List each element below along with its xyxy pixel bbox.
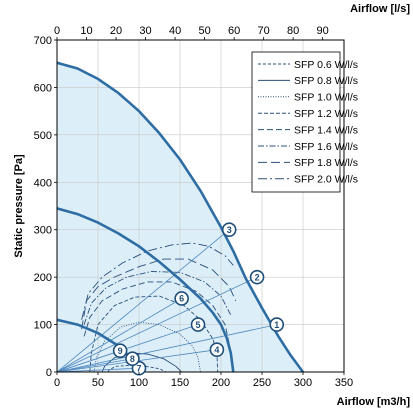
legend-item: SFP 1.0 W/l/s	[258, 92, 358, 104]
x-top-tick-label: 10	[80, 25, 92, 37]
operating-point-marker	[190, 317, 206, 332]
x-top-ticks: 0 10 20 30 40 50 60 70 80 90	[54, 25, 329, 40]
x-bottom-tick-label: 250	[253, 377, 271, 389]
x-top-tick-label: 80	[287, 25, 299, 37]
legend-label: SFP 2.0 W/l/s	[294, 174, 358, 186]
legend-box	[251, 51, 341, 193]
y-tick-label: 300	[34, 225, 52, 237]
legend-label: SFP 0.6 W/l/s	[294, 59, 358, 71]
x-top-tick-label: 70	[258, 25, 270, 37]
operating-line	[57, 358, 133, 372]
operating-point-marker	[249, 269, 265, 285]
y-tick-label: 200	[34, 272, 52, 284]
operating-line	[57, 229, 230, 372]
operating-point-label: 1	[274, 320, 279, 330]
legend-item: SFP 1.8 W/l/s	[258, 157, 358, 169]
x-top-tick-label: 20	[110, 25, 122, 37]
operating-point-marker	[112, 343, 128, 358]
operating-point-2: 2	[249, 269, 265, 285]
x-top-tick-label: 0	[54, 25, 60, 37]
x-top-tick-label: 60	[228, 25, 240, 37]
legend-label: SFP 1.2 W/l/s	[294, 108, 358, 120]
plot-frame	[56, 39, 345, 373]
sfp-curve	[83, 281, 230, 344]
operating-point-marker	[125, 351, 140, 367]
legend-label: SFP 1.6 W/l/s	[294, 141, 358, 153]
operating-point-marker	[174, 291, 189, 306]
x-top-axis-title: Airflow [l/s]	[350, 3, 410, 15]
legend-item: SFP 0.6 W/l/s	[258, 59, 358, 71]
x-bottom-tick-label: 350	[335, 377, 353, 389]
operating-line	[57, 350, 121, 372]
legend-item: SFP 0.8 W/l/s	[258, 75, 358, 87]
legend-item: SFP 1.6 W/l/s	[258, 141, 358, 153]
legend-label: SFP 1.4 W/l/s	[294, 124, 358, 136]
operating-point-label: 9	[118, 346, 123, 356]
operating-point-1: 1	[269, 317, 285, 332]
operating-point-label: 3	[227, 225, 232, 235]
sfp-curve	[93, 321, 201, 372]
operating-point-label: 8	[130, 354, 135, 364]
y-tick-label: 100	[34, 320, 52, 332]
x-bottom-tick-label: 0	[54, 377, 60, 389]
legend-label: SFP 1.0 W/l/s	[294, 92, 358, 104]
legend-item: SFP 1.4 W/l/s	[258, 124, 358, 136]
operating-point-label: 4	[214, 345, 219, 355]
operating-line	[57, 298, 182, 372]
operating-lines	[57, 229, 277, 372]
sfp-curve	[81, 258, 237, 330]
operating-point-8: 8	[125, 351, 140, 367]
legend-label: SFP 0.8 W/l/s	[294, 75, 358, 87]
y-tick-label: 700	[34, 35, 52, 47]
x-bottom-ticks: 0 50 100 150 200 250 300 350	[54, 372, 353, 389]
legend-label: SFP 1.8 W/l/s	[294, 157, 358, 169]
legend-item: SFP 2.0 W/l/s	[258, 174, 358, 186]
operating-point-label: 6	[179, 294, 184, 304]
x-top-tick-label: 40	[169, 25, 181, 37]
y-axis-title: Static pressure [Pa]	[13, 154, 25, 258]
y-tick-label: 600	[34, 82, 52, 94]
operating-point-5: 5	[190, 317, 206, 332]
legend-item: SFP 1.2 W/l/s	[258, 108, 358, 120]
y-tick-label: 500	[34, 130, 52, 142]
operating-line	[57, 276, 258, 372]
operating-point-4: 4	[209, 342, 225, 358]
operating-points: 1 2 3 4 5 6 789	[112, 222, 285, 376]
sfp-curve	[81, 242, 234, 320]
x-bottom-axis-title: Airflow [m3/h]	[337, 396, 411, 408]
x-bottom-tick-label: 50	[92, 377, 104, 389]
operating-point-3: 3	[221, 222, 237, 238]
operating-point-label: 7	[136, 363, 141, 373]
operating-point-label: 5	[196, 320, 201, 330]
x-top-tick-label: 30	[139, 25, 151, 37]
operating-point-marker	[209, 342, 225, 358]
sfp-curve	[83, 271, 232, 325]
y-tick-label: 400	[34, 177, 52, 189]
x-bottom-tick-label: 100	[130, 377, 148, 389]
x-bottom-tick-label: 150	[171, 377, 189, 389]
operating-point-marker	[269, 317, 285, 332]
y-ticks: 0 100 200 300 400 500 600 700	[34, 35, 57, 379]
x-bottom-tick-label: 200	[212, 377, 230, 389]
operating-point-label: 2	[255, 272, 260, 282]
operating-line	[57, 367, 140, 372]
y-tick-label: 0	[46, 367, 52, 379]
x-top-tick-label: 50	[198, 25, 210, 37]
fan-curve	[57, 207, 235, 372]
operating-point-6: 6	[174, 291, 189, 306]
x-bottom-tick-label: 300	[294, 377, 312, 389]
legend: SFP 0.6 W/l/s SFP 0.8 W/l/s SFP 1.0 W/l/s S…	[251, 51, 358, 193]
operating-line	[57, 324, 277, 372]
operating-point-9: 9	[112, 343, 128, 358]
x-top-tick-label: 90	[317, 25, 329, 37]
operating-point-marker	[221, 222, 237, 238]
